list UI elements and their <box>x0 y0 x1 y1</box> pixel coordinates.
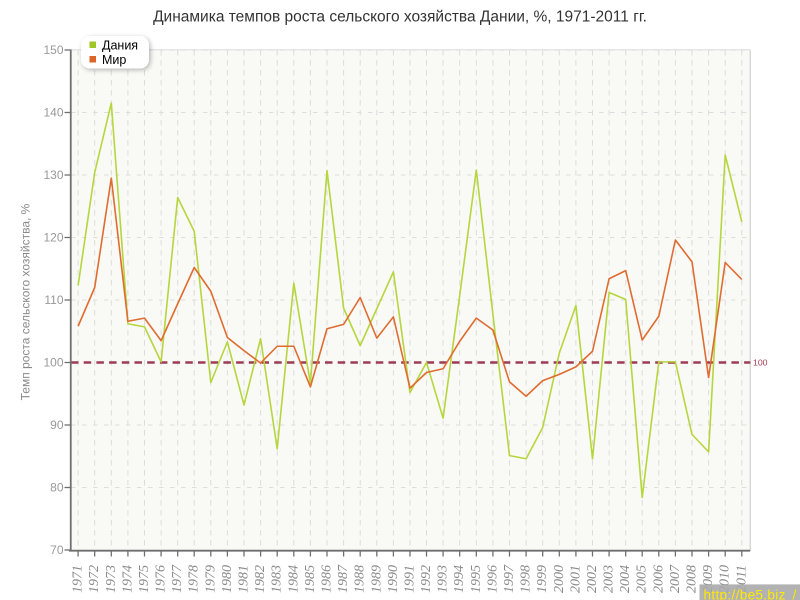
svg-text:1986: 1986 <box>320 565 335 593</box>
svg-text:150: 150 <box>43 43 63 57</box>
svg-text:1982: 1982 <box>253 565 268 593</box>
svg-text:Темп роста сельского хозяйства: Темп роста сельского хозяйства, % <box>19 203 33 400</box>
svg-text:1974: 1974 <box>120 565 135 593</box>
svg-text:2006: 2006 <box>651 565 666 593</box>
svg-text:1978: 1978 <box>187 565 202 593</box>
svg-text:/: / <box>793 587 797 600</box>
svg-text:1988: 1988 <box>353 565 368 593</box>
svg-text:2001: 2001 <box>568 565 583 593</box>
svg-text:1994: 1994 <box>452 565 467 593</box>
svg-text:1996: 1996 <box>485 565 500 593</box>
svg-text:2000: 2000 <box>552 565 567 593</box>
svg-text:Мир: Мир <box>102 53 126 67</box>
svg-text:1987: 1987 <box>336 564 351 593</box>
svg-text:1991: 1991 <box>403 565 418 593</box>
svg-text:2008: 2008 <box>685 565 700 593</box>
svg-text:1981: 1981 <box>237 565 252 593</box>
svg-text:1979: 1979 <box>203 565 218 593</box>
svg-text:1990: 1990 <box>386 565 401 593</box>
svg-text:1985: 1985 <box>303 565 318 593</box>
svg-text:1997: 1997 <box>502 564 517 593</box>
svg-text:1999: 1999 <box>535 565 550 593</box>
svg-text:1977: 1977 <box>170 564 185 593</box>
svg-text:1992: 1992 <box>419 565 434 593</box>
svg-text:100: 100 <box>753 358 768 368</box>
svg-text:2005: 2005 <box>635 565 650 593</box>
svg-text:2007: 2007 <box>668 564 683 593</box>
svg-text:100: 100 <box>43 356 63 370</box>
svg-text:1983: 1983 <box>270 565 285 593</box>
svg-text:130: 130 <box>43 168 63 182</box>
svg-text:120: 120 <box>43 231 63 245</box>
svg-text:70: 70 <box>50 543 64 557</box>
svg-text:1993: 1993 <box>436 565 451 593</box>
svg-text:1975: 1975 <box>137 565 152 593</box>
svg-text:1972: 1972 <box>87 565 102 593</box>
svg-text:1984: 1984 <box>286 565 301 593</box>
svg-text:1995: 1995 <box>469 565 484 593</box>
svg-text:110: 110 <box>44 293 63 307</box>
svg-text:140: 140 <box>43 106 63 120</box>
svg-text:2004: 2004 <box>618 565 633 593</box>
svg-text:1973: 1973 <box>104 565 119 593</box>
svg-text:2003: 2003 <box>602 565 617 593</box>
svg-text:http://be5.biz: http://be5.biz <box>704 587 786 600</box>
svg-text:1976: 1976 <box>154 565 169 593</box>
svg-text:Динамика темпов роста сельског: Динамика темпов роста сельского хозяйств… <box>153 9 647 26</box>
svg-text:1989: 1989 <box>369 565 384 593</box>
svg-text:Дания: Дания <box>102 39 138 53</box>
svg-text:1998: 1998 <box>519 565 534 593</box>
svg-text:90: 90 <box>50 418 64 432</box>
svg-text:1980: 1980 <box>220 565 235 593</box>
svg-text:80: 80 <box>50 481 64 495</box>
svg-text:1971: 1971 <box>71 565 86 593</box>
svg-text:2002: 2002 <box>585 565 600 593</box>
